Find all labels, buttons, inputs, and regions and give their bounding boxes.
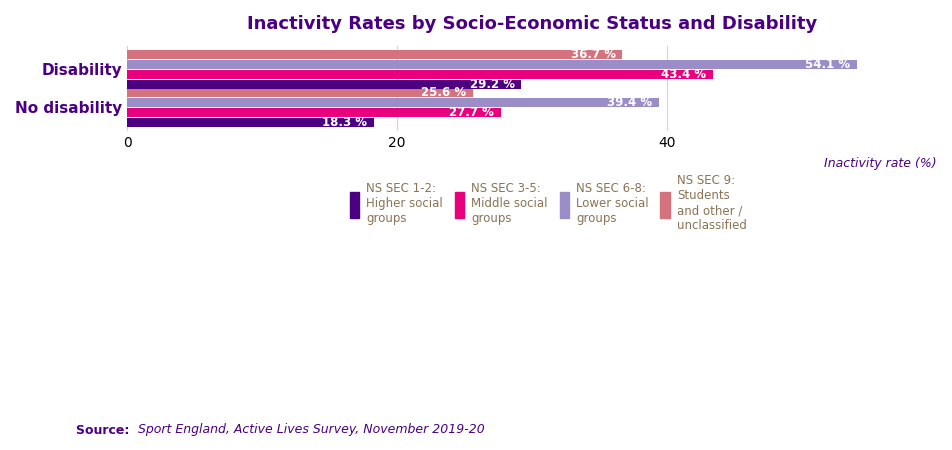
Bar xyxy=(128,108,501,117)
Title: Inactivity Rates by Socio-Economic Status and Disability: Inactivity Rates by Socio-Economic Statu… xyxy=(247,15,817,33)
Bar xyxy=(128,98,659,107)
Bar xyxy=(128,118,374,127)
Text: 54.1 %: 54.1 % xyxy=(805,58,850,71)
Text: 27.7 %: 27.7 % xyxy=(449,106,494,119)
Bar xyxy=(128,80,522,89)
Legend: NS SEC 1-2:
Higher social
groups, NS SEC 3-5:
Middle social
groups, NS SEC 6-8:
: NS SEC 1-2: Higher social groups, NS SEC… xyxy=(345,169,752,237)
X-axis label: Inactivity rate (%): Inactivity rate (%) xyxy=(824,157,937,170)
Bar xyxy=(128,60,858,69)
Bar xyxy=(128,88,472,97)
Bar xyxy=(128,50,623,58)
Text: 43.4 %: 43.4 % xyxy=(661,68,706,81)
Text: Source:: Source: xyxy=(76,423,138,436)
Text: 25.6 %: 25.6 % xyxy=(421,86,466,99)
Text: 18.3 %: 18.3 % xyxy=(323,116,367,129)
Text: 36.7 %: 36.7 % xyxy=(571,48,616,61)
Text: 39.4 %: 39.4 % xyxy=(607,96,652,109)
Text: Sport England, Active Lives Survey, November 2019-20: Sport England, Active Lives Survey, Nove… xyxy=(138,423,485,436)
Bar xyxy=(128,70,713,79)
Text: 29.2 %: 29.2 % xyxy=(469,78,514,91)
